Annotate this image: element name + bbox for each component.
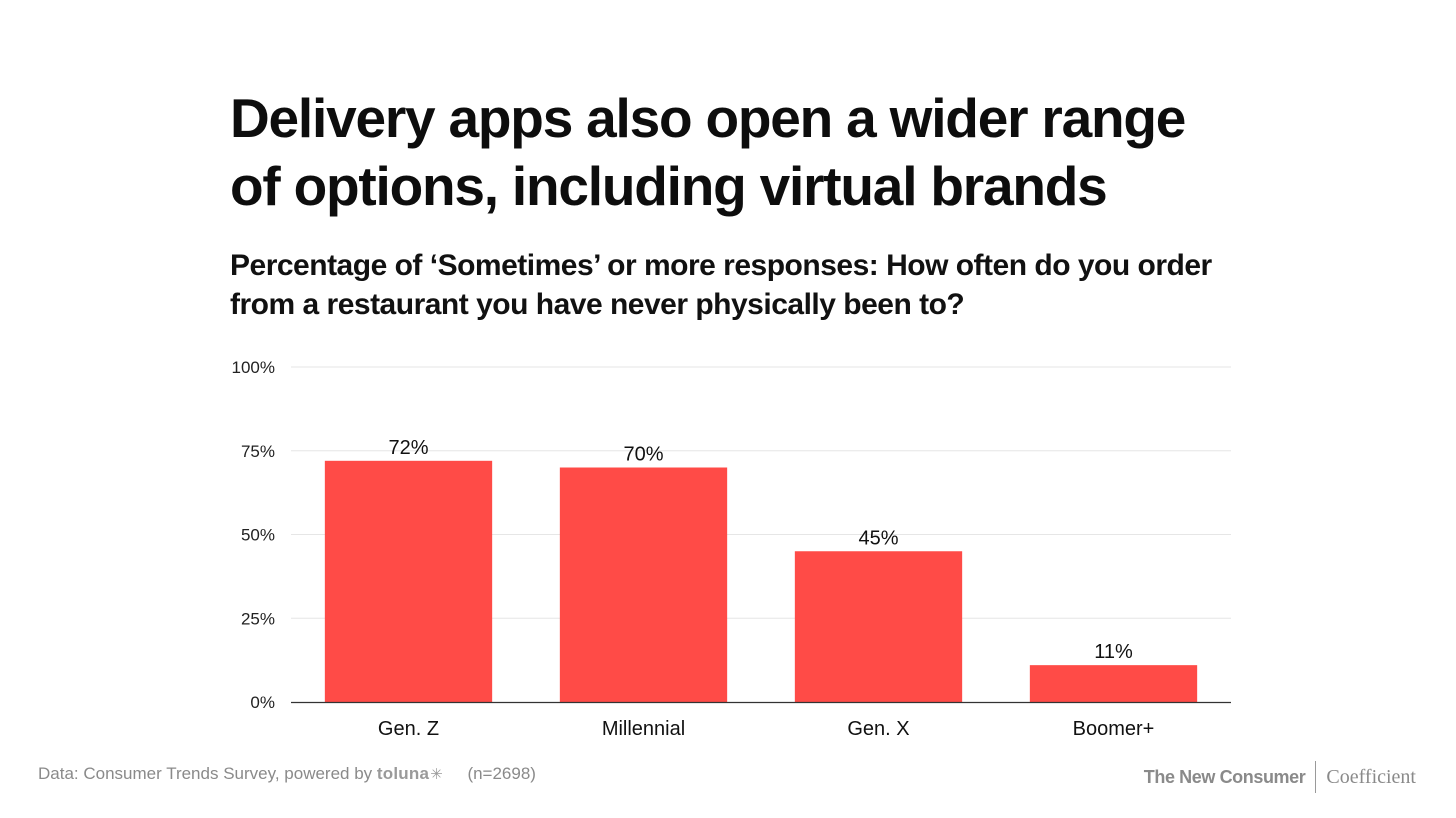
chart-title: Delivery apps also open a wider range of… — [230, 87, 1186, 217]
sample-size: (n=2698) — [467, 764, 536, 783]
bars — [324, 460, 1198, 702]
data-source-text: Data: Consumer Trends Survey, powered by — [38, 764, 373, 783]
y-axis-ticks: 0% 25% 50% 75% 100% — [232, 358, 275, 712]
x-tick-label: Boomer+ — [1073, 718, 1155, 740]
y-tick-label: 0% — [250, 693, 275, 712]
bar — [794, 551, 963, 702]
bar-value-label: 70% — [623, 444, 663, 466]
x-tick-label: Millennial — [602, 718, 685, 740]
coefficient-logo: Coefficient — [1326, 765, 1416, 788]
bar-value-label: 72% — [388, 437, 428, 459]
chart-subtitle: Percentage of ‘Sometimes’ or more respon… — [230, 249, 1212, 321]
bar-chart: 0% 25% 50% 75% 100% 72% 70% 45% 11% Gen. Z Mille… — [232, 358, 1231, 740]
bar-value-labels: 72% 70% 45% 11% — [388, 437, 1133, 663]
y-tick-label: 75% — [241, 442, 275, 461]
bar — [559, 467, 728, 702]
bar-value-label: 11% — [1094, 641, 1133, 663]
x-tick-label: Gen. X — [847, 718, 909, 740]
x-axis-ticks: Gen. Z Millennial Gen. X Boomer+ — [378, 718, 1154, 740]
x-tick-label: Gen. Z — [378, 718, 439, 740]
y-tick-label: 100% — [232, 358, 275, 377]
brand-divider — [1315, 761, 1317, 793]
the-new-consumer-logo: The New Consumer — [1143, 766, 1306, 787]
toluna-logo: toluna — [376, 764, 430, 783]
bar-value-label: 45% — [858, 527, 898, 549]
y-tick-label: 50% — [241, 526, 275, 545]
bar — [1029, 665, 1198, 702]
bar — [324, 460, 493, 702]
brand-logos: The New Consumer Coefficient — [1144, 760, 1416, 794]
toluna-star-icon: ✳ — [430, 766, 443, 783]
y-tick-label: 25% — [241, 609, 275, 628]
data-source-note: Data: Consumer Trends Survey, powered by… — [38, 764, 536, 784]
